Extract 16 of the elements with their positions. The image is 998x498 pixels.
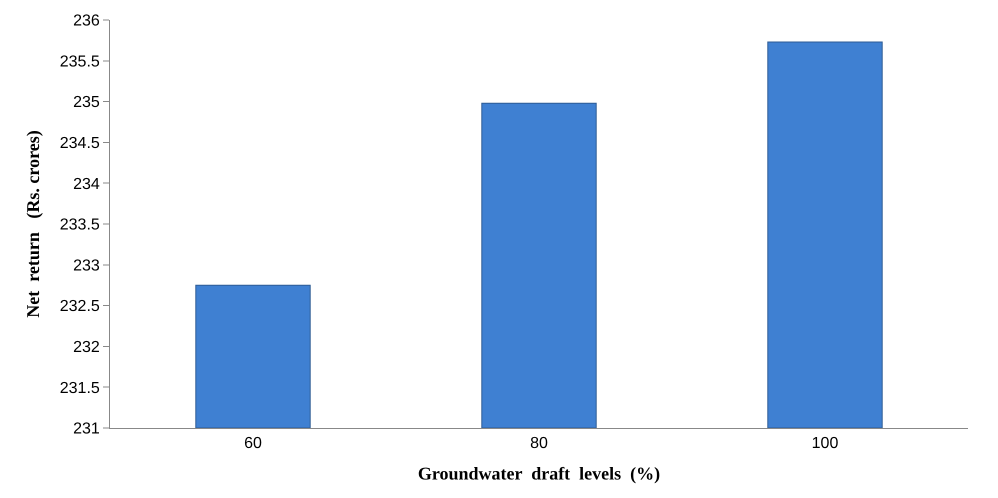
x-tick-label: 60 [244, 435, 262, 452]
y-tick-label: 234.5 [60, 135, 100, 152]
x-tick-label: 80 [530, 435, 548, 452]
y-tick-label: 236 [73, 12, 100, 30]
x-axis-title: Groundwater draft levels (%) [418, 463, 660, 484]
y-tick-label: 235.5 [60, 53, 100, 70]
y-tick-label: 232 [73, 339, 100, 356]
x-tick-label: 100 [812, 435, 838, 452]
y-tick-label: 231 [73, 420, 100, 438]
y-axis-title: Net return (Rs. crores) [22, 130, 43, 318]
y-tick-label: 232.5 [60, 298, 100, 316]
y-tick-label: 231.5 [60, 380, 100, 397]
y-tick-label: 234 [73, 176, 100, 193]
y-tick-label: 233 [73, 257, 100, 274]
y-tick-label: 235 [73, 94, 100, 112]
y-tick-label: 233.5 [60, 216, 100, 234]
